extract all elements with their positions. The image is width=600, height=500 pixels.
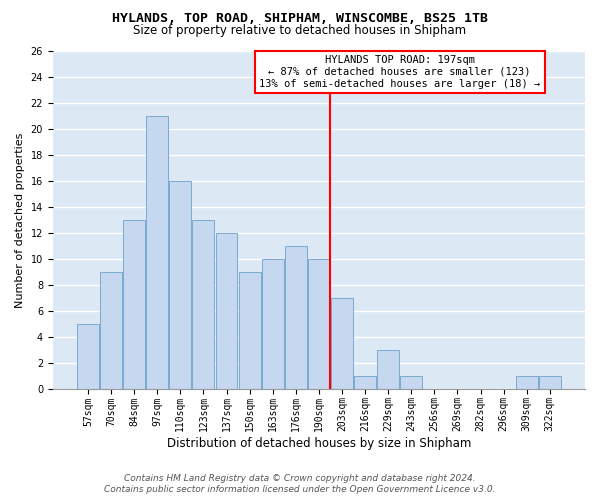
Bar [239,272,260,388]
Bar [262,259,284,388]
Bar [77,324,99,388]
Y-axis label: Number of detached properties: Number of detached properties [15,132,25,308]
X-axis label: Distribution of detached houses by size in Shipham: Distribution of detached houses by size … [167,437,471,450]
Text: Contains HM Land Registry data © Crown copyright and database right 2024.
Contai: Contains HM Land Registry data © Crown c… [104,474,496,494]
Bar [516,376,538,388]
Text: HYLANDS TOP ROAD: 197sqm
← 87% of detached houses are smaller (123)
13% of semi-: HYLANDS TOP ROAD: 197sqm ← 87% of detach… [259,56,541,88]
Bar [193,220,214,388]
Bar [169,181,191,388]
Bar [331,298,353,388]
Bar [285,246,307,388]
Bar [308,259,330,388]
Text: HYLANDS, TOP ROAD, SHIPHAM, WINSCOMBE, BS25 1TB: HYLANDS, TOP ROAD, SHIPHAM, WINSCOMBE, B… [112,12,488,26]
Text: Size of property relative to detached houses in Shipham: Size of property relative to detached ho… [133,24,467,37]
Bar [539,376,561,388]
Bar [100,272,122,388]
Bar [146,116,168,388]
Bar [123,220,145,388]
Bar [354,376,376,388]
Bar [400,376,422,388]
Bar [215,233,238,388]
Bar [377,350,399,389]
